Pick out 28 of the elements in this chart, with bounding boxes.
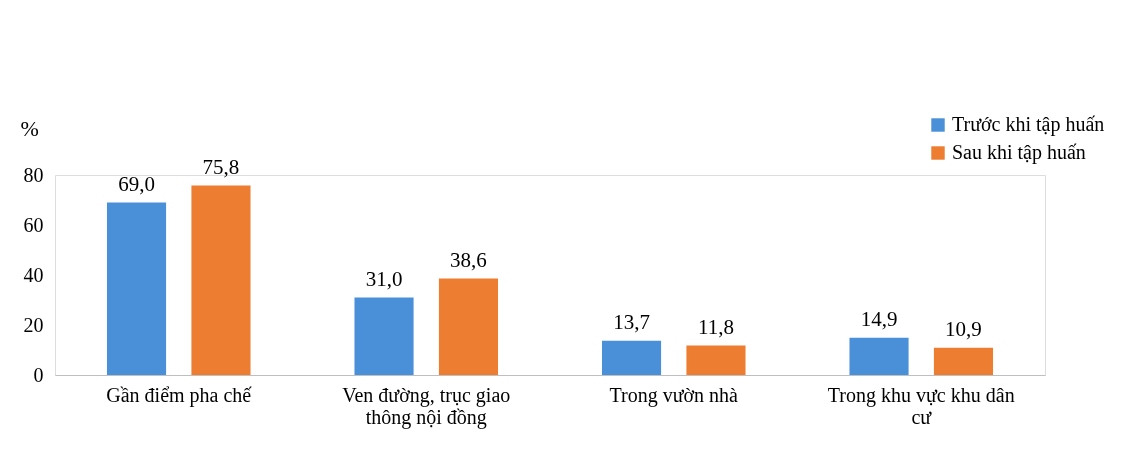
x-tick-label: Trong vườn nhà [609,383,739,407]
bar [686,345,746,375]
y-tick-label: 40 [23,263,44,286]
bar [933,347,994,375]
text: 14,9 [860,306,898,331]
y-tick-label: 80 [23,163,44,186]
bar [849,337,909,375]
text: 69,0 [118,171,155,196]
bar [354,297,414,375]
x-tick-label: Ven đường, trục giao thông nội đồng [342,383,511,429]
text: 10,9 [945,316,982,341]
bar [601,340,662,375]
text: 13,7 [613,309,650,334]
bar [191,185,251,375]
y-axis-title: % [20,115,39,141]
text: 31,0 [365,266,403,291]
bar [106,202,167,375]
y-tick-label: 0 [33,363,44,386]
text: 75,8 [202,154,240,179]
y-tick-label: 60 [23,213,44,236]
y-tick-label: 20 [23,313,44,336]
text: 38,6 [450,247,487,272]
x-tick-label: Gần điểm pha chế [106,383,253,407]
legend-label: Trước khi tập huấn [952,113,1105,136]
legend-label: Sau khi tập huấn [952,141,1086,164]
text: 11,8 [697,314,734,339]
x-tick-label: Trong khu vực khu dân cư [827,383,1015,428]
bar [438,278,499,375]
